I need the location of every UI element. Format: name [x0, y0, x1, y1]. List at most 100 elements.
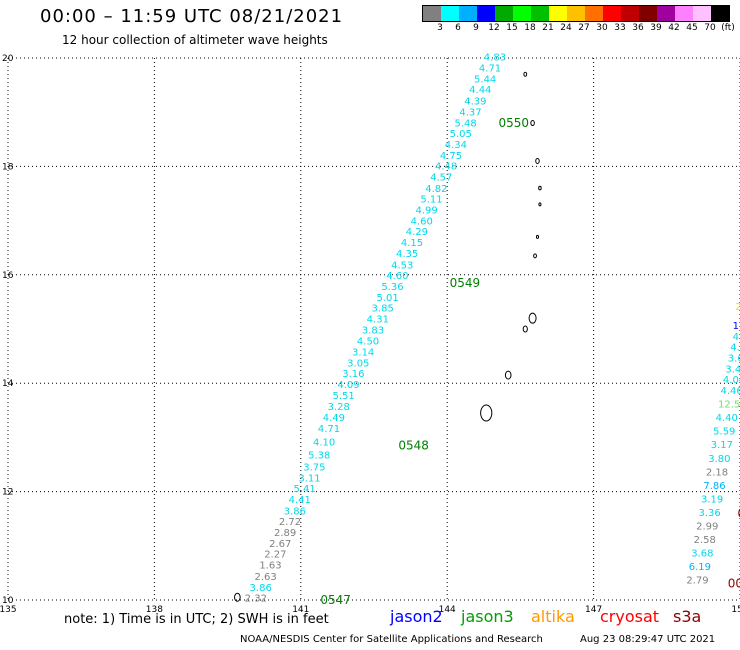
legend-swatch	[657, 6, 675, 21]
wave-height-value: 4.44	[469, 85, 491, 96]
y-tick-label: 12	[2, 488, 13, 498]
footer-note: note: 1) Time is in UTC; 2) SWH is in fe…	[64, 612, 329, 627]
generated-timestamp: Aug 23 08:29:47 UTC 2021	[580, 634, 716, 645]
wave-height-value: 2.58	[694, 535, 716, 546]
wave-height-value: 5.05	[450, 129, 472, 140]
wave-height-value: 2.89	[274, 528, 296, 539]
legend-swatch	[621, 6, 639, 21]
wave-height-value: 4.9	[733, 332, 740, 343]
wave-height-value: 22	[735, 302, 740, 313]
legend-swatch	[639, 6, 657, 21]
island-outline	[533, 253, 537, 259]
wave-height-value: 5.51	[333, 391, 355, 402]
legend-labels: 3 6 9 12 15 18 21 24 27 30 33 36 39 42 45 70 (ft)	[422, 23, 740, 35]
legend-label: 12	[488, 23, 500, 33]
satellite-label-jason2: jason2	[390, 607, 443, 626]
wave-height-value: 3.6	[728, 354, 740, 365]
wave-height-value: 2.63	[254, 572, 276, 583]
legend-swatch	[693, 6, 711, 21]
wave-height-value: 3.36	[699, 508, 721, 519]
wave-height-value: 4.60	[386, 271, 408, 282]
wave-height-value: 1.63	[259, 561, 281, 572]
wave-height-value: 5.11	[420, 195, 442, 206]
legend-swatch	[423, 6, 441, 21]
wave-height-value: 2.67	[269, 539, 291, 550]
legend-label: 24	[560, 23, 572, 33]
wave-height-value: 3.80	[708, 454, 730, 465]
legend-swatch	[585, 6, 603, 21]
legend-swatch	[495, 6, 513, 21]
satellite-label-jason3: jason3	[461, 607, 514, 626]
wave-height-value: 4.09	[337, 380, 359, 391]
island-outline	[538, 202, 542, 207]
credit-line: NOAA/NESDIS Center for Satellite Applica…	[240, 634, 543, 645]
pass-time-label: 0547	[320, 593, 351, 607]
legend-label: 6	[455, 23, 461, 33]
island-outline	[504, 370, 512, 380]
page-title: 00:00 – 11:59 UTC 08/21/2021	[40, 6, 344, 27]
island-outline	[535, 234, 540, 239]
wave-height-value: 3.68	[691, 549, 713, 560]
legend-label: 9	[473, 23, 479, 33]
wave-height-value: 2.99	[696, 522, 718, 533]
legend-label: 42	[668, 23, 680, 33]
wave-height-value: 3.05	[347, 358, 369, 369]
wave-height-value: 4.83	[484, 53, 506, 64]
satellite-label-cryosat: cryosat	[600, 607, 660, 626]
wave-height-value: 4.34	[445, 140, 467, 151]
wave-height-value: 4.75	[440, 151, 462, 162]
wave-height-value: 4.29	[406, 227, 428, 238]
wave-height-value: 2.18	[706, 467, 728, 478]
wave-height-value: 12.58	[718, 400, 740, 411]
wave-height-value: 5.59	[713, 427, 735, 438]
legend-label: 3	[437, 23, 443, 33]
wave-height-value: 4.46	[720, 386, 740, 397]
legend-swatch	[675, 6, 693, 21]
wave-height-value: 4.50	[357, 337, 379, 348]
x-tick-label: 144	[439, 605, 456, 615]
wave-height-value: 3.85	[372, 304, 394, 315]
satellite-label-s3a: s3a	[673, 607, 702, 626]
pass-time-label: 0548	[398, 439, 429, 453]
y-tick-label: 14	[2, 379, 14, 389]
legend-swatch	[477, 6, 495, 21]
legend-label: 33	[614, 23, 626, 33]
legend-label: 45	[686, 23, 698, 33]
wave-height-value: 5.44	[474, 74, 496, 85]
legend-label: 70	[704, 23, 716, 33]
legend-label: 39	[650, 23, 662, 33]
wave-height-value: 4.6	[730, 343, 740, 354]
island-outline	[480, 404, 493, 422]
wave-height-value: 4.71	[479, 64, 501, 75]
wave-height-value: 5.41	[293, 484, 315, 495]
wave-height-value: 3.19	[701, 494, 723, 505]
legend-label: 30	[596, 23, 608, 33]
wave-height-value: 4.48	[435, 162, 457, 173]
pass-time-label: 001	[728, 577, 740, 591]
wave-height-value: 3.11	[298, 473, 320, 484]
wave-height-value: 4.10	[313, 438, 335, 449]
wave-height-value: 6.19	[689, 562, 711, 573]
legend-color-bar	[422, 5, 730, 22]
color-legend: 3 6 9 12 15 18 21 24 27 30 33 36 39 42 45 70 (ft)	[422, 5, 735, 33]
wave-height-value: 4.39	[464, 97, 486, 108]
wave-height-value: 3.48	[725, 364, 740, 375]
y-tick-label: 20	[2, 54, 14, 64]
wave-height-value: 4.37	[459, 107, 481, 118]
wave-height-value: 3.28	[328, 402, 350, 413]
legend-swatch	[459, 6, 477, 21]
wave-height-value: 4.71	[318, 424, 340, 435]
pass-time-label: 00	[738, 506, 740, 520]
wave-height-value: 4.53	[391, 260, 413, 271]
x-tick-label: 147	[585, 605, 602, 615]
x-tick-label: 135	[0, 605, 17, 615]
legend-swatch	[531, 6, 549, 21]
x-tick-label: 138	[146, 605, 163, 615]
wave-height-value: 4.31	[367, 314, 389, 325]
wave-height-value: 3.16	[342, 369, 364, 380]
legend-label: (ft)	[721, 23, 735, 33]
wave-height-value: 5.38	[308, 451, 330, 462]
wave-height-value: 3.17	[711, 440, 733, 451]
legend-label: 18	[524, 23, 536, 33]
